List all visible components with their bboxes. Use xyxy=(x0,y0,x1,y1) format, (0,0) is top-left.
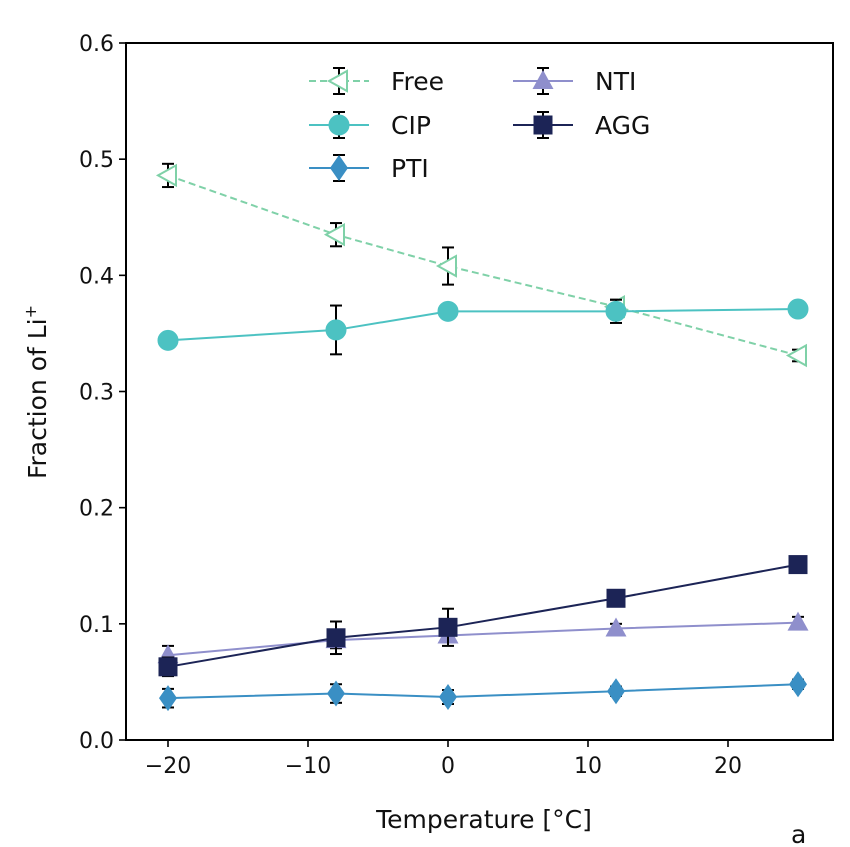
legend-entry-pti: PTI xyxy=(309,154,429,183)
y-tick-label: 0.2 xyxy=(79,497,114,522)
series-line-cip xyxy=(167,308,799,342)
x-axis-label: Temperature [°C] xyxy=(375,805,592,834)
legend-entry-cip: CIP xyxy=(309,111,431,140)
x-tick-label: −20 xyxy=(145,754,191,779)
data-point-free xyxy=(785,343,807,368)
series-agg xyxy=(158,555,808,678)
data-point-agg xyxy=(438,617,458,637)
legend-label-nti: NTI xyxy=(595,67,636,96)
data-point-agg xyxy=(788,555,808,575)
legend-entry-nti: NTI xyxy=(513,67,636,96)
series-pti xyxy=(159,671,807,712)
legend-marker-agg xyxy=(533,115,553,135)
y-tick-label: 0.0 xyxy=(79,729,114,754)
data-point-free xyxy=(435,254,457,278)
y-tick-label: 0.4 xyxy=(79,264,114,289)
data-point-free xyxy=(155,163,177,188)
data-point-agg xyxy=(326,628,346,648)
y-tick-label: 0.3 xyxy=(79,381,114,406)
data-point-nti xyxy=(787,611,809,631)
series-line-agg xyxy=(167,563,799,668)
legend-label-pti: PTI xyxy=(391,154,429,183)
legend-marker-cip xyxy=(328,114,350,136)
data-point-agg xyxy=(606,588,626,608)
data-point-agg xyxy=(158,657,178,677)
series-nti xyxy=(157,611,809,666)
series-layer xyxy=(155,162,809,712)
data-point-pti xyxy=(607,678,625,705)
legend-marker-pti xyxy=(330,155,348,181)
plot-frame xyxy=(125,42,834,741)
series-cip xyxy=(157,298,809,356)
data-point-cip xyxy=(325,319,347,341)
y-axis-label-main: Fraction of Li xyxy=(23,318,52,479)
data-point-cip xyxy=(157,329,179,351)
data-point-cip xyxy=(605,300,627,322)
data-point-cip xyxy=(787,298,809,320)
panel-label: a xyxy=(791,820,806,847)
series-line-pti xyxy=(167,683,799,700)
data-point-pti xyxy=(159,685,177,712)
legend-entry-agg: AGG xyxy=(513,111,650,140)
y-axis-label-superscript: + xyxy=(21,305,40,318)
y-tick-label: 0.1 xyxy=(79,613,114,638)
legend-entry-free: Free xyxy=(309,67,444,96)
axes: −20 −10 0 10 20 0.0 0.1 0.2 0.3 0.4 0.5 0.6 xyxy=(79,32,834,779)
x-tick-label: 10 xyxy=(574,754,602,779)
x-tick-label: 20 xyxy=(714,754,742,779)
legend-marker-nti xyxy=(532,70,554,89)
y-tick-label: 0.6 xyxy=(79,32,114,57)
data-point-pti xyxy=(789,671,807,698)
series-line-free xyxy=(167,174,799,357)
data-point-free xyxy=(323,222,345,247)
legend-marker-free xyxy=(326,69,348,93)
legend-label-cip: CIP xyxy=(391,111,431,140)
data-point-pti xyxy=(439,684,457,711)
legend: Free CIP PTI NTI AGG xyxy=(309,67,650,183)
y-tick-label: 0.5 xyxy=(79,148,114,173)
data-point-nti xyxy=(605,617,627,637)
x-tick-label: 0 xyxy=(441,754,455,779)
legend-label-agg: AGG xyxy=(595,111,650,140)
data-point-cip xyxy=(437,300,459,322)
x-tick-label: −10 xyxy=(285,754,331,779)
y-axis-label: Fraction of Li+ xyxy=(21,305,52,479)
legend-label-free: Free xyxy=(391,67,444,96)
data-point-pti xyxy=(327,680,345,707)
